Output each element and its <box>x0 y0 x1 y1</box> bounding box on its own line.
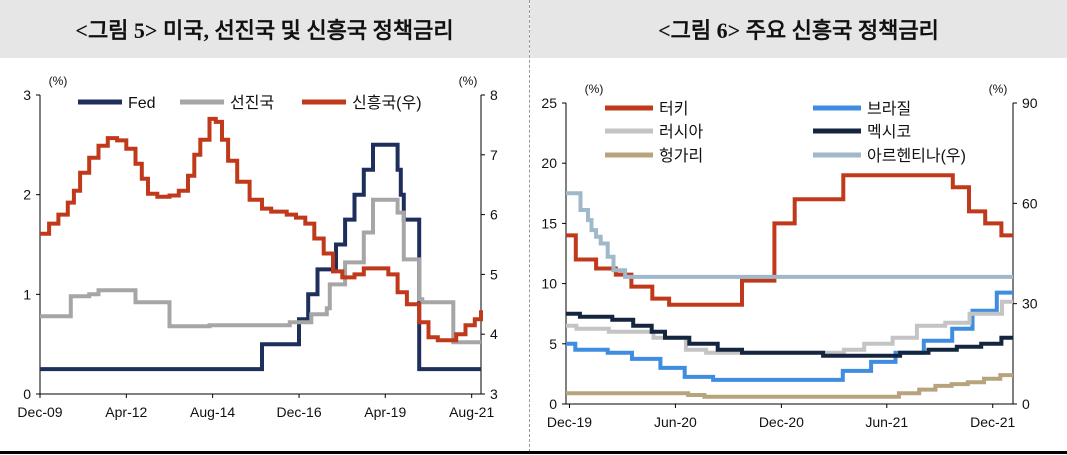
x-tick-label: Aug-21 <box>449 404 494 420</box>
y-right-tick-label: 6 <box>490 207 498 223</box>
x-tick-label: Dec-19 <box>547 414 592 430</box>
y-left-unit-label: (%) <box>49 74 68 88</box>
x-tick-label: Dec-09 <box>17 404 62 420</box>
x-tick-label: Jun-20 <box>654 414 697 430</box>
y-left-tick-label: 1 <box>23 286 31 302</box>
y-right-tick-label: 7 <box>490 147 498 163</box>
y-right-unit-label: (%) <box>459 74 478 88</box>
y-left-tick-label: 2 <box>23 187 31 203</box>
x-tick-label: Aug-14 <box>190 404 235 420</box>
y-left-tick-label: 0 <box>23 386 31 402</box>
y-right-tick-label: 4 <box>490 326 498 342</box>
y-right-tick-label: 3 <box>490 386 498 402</box>
series-line-아르헨티나-우 <box>566 191 1013 279</box>
figure-5-title: <그림 5> 미국, 선진국 및 신흥국 정책금리 <box>0 0 529 58</box>
figure-5-chart: 0 1 2 3 3 4 5 6 7 8 (%) (%) Dec-09 Apr-12 Aug-14 Dec-16… <box>17 74 498 420</box>
y-right-tick-label: 30 <box>1022 296 1038 312</box>
series-line-러시아 <box>566 299 1013 355</box>
series-line-헝가리 <box>566 373 1013 399</box>
series-line-신흥국-우 <box>40 116 483 343</box>
y-right-tick-label: 5 <box>490 266 498 282</box>
legend-label-헝가리: 헝가리 <box>659 147 703 165</box>
legend-label-신흥국-우: 신흥국(우) <box>352 94 422 112</box>
legend-label-브라질: 브라질 <box>867 100 911 118</box>
y-left-tick-label: 10 <box>541 276 557 292</box>
legend-label-터키: 터키 <box>659 100 688 118</box>
x-tick-label: Apr-19 <box>364 404 406 420</box>
y-left-tick-label: 0 <box>549 396 557 412</box>
y-right-tick-label: 0 <box>1022 396 1030 412</box>
legend-label-러시아: 러시아 <box>659 123 703 141</box>
y-right-tick-label: 8 <box>490 87 498 103</box>
series-line-선진국 <box>40 197 481 345</box>
y-left-tick-label: 5 <box>549 336 557 352</box>
legend-label-fed: Fed <box>128 95 156 112</box>
legend-label-멕시코: 멕시코 <box>867 123 911 141</box>
x-tick-label: Apr-12 <box>105 404 147 420</box>
series-line-브라질 <box>566 290 1013 382</box>
y-left-tick-label: 25 <box>541 95 557 111</box>
y-left-tick-label: 15 <box>541 215 557 231</box>
y-left-unit-label: (%) <box>585 82 604 96</box>
x-tick-label: Dec-16 <box>276 404 321 420</box>
series-line-멕시코 <box>566 311 1013 358</box>
figure-6-chart: 0 5 10 15 20 25 0 30 60 90 (%) (%) Dec-19 Jun-20 Dec-2… <box>541 82 1038 430</box>
x-tick-label: Dec-20 <box>759 414 804 430</box>
y-left-tick-label: 3 <box>23 87 31 103</box>
y-right-tick-label: 90 <box>1022 95 1038 111</box>
figure-6-title: <그림 6> 주요 신흥국 정책금리 <box>530 0 1067 58</box>
legend-label-아르헨티나-우: 아르헨티나(우) <box>867 147 966 165</box>
figure-6-panel: <그림 6> 주요 신흥국 정책금리 0 5 10 15 20 25 0 30 60 90 (%) (… <box>530 0 1067 455</box>
x-tick-label: Dec-21 <box>970 414 1015 430</box>
panel-divider <box>529 0 530 452</box>
bottom-rule <box>0 451 1067 454</box>
series-line-fed <box>40 142 481 372</box>
y-right-tick-label: 60 <box>1022 195 1038 211</box>
figure-5-panel: <그림 5> 미국, 선진국 및 신흥국 정책금리 0 1 2 3 3 4 5 6 7 8 (%) (… <box>0 0 529 455</box>
series-line-터키 <box>566 173 1013 307</box>
x-tick-label: Jun-21 <box>865 414 908 430</box>
y-left-tick-label: 20 <box>541 155 557 171</box>
y-right-unit-label: (%) <box>989 82 1008 96</box>
legend-label-선진국: 선진국 <box>230 94 274 112</box>
